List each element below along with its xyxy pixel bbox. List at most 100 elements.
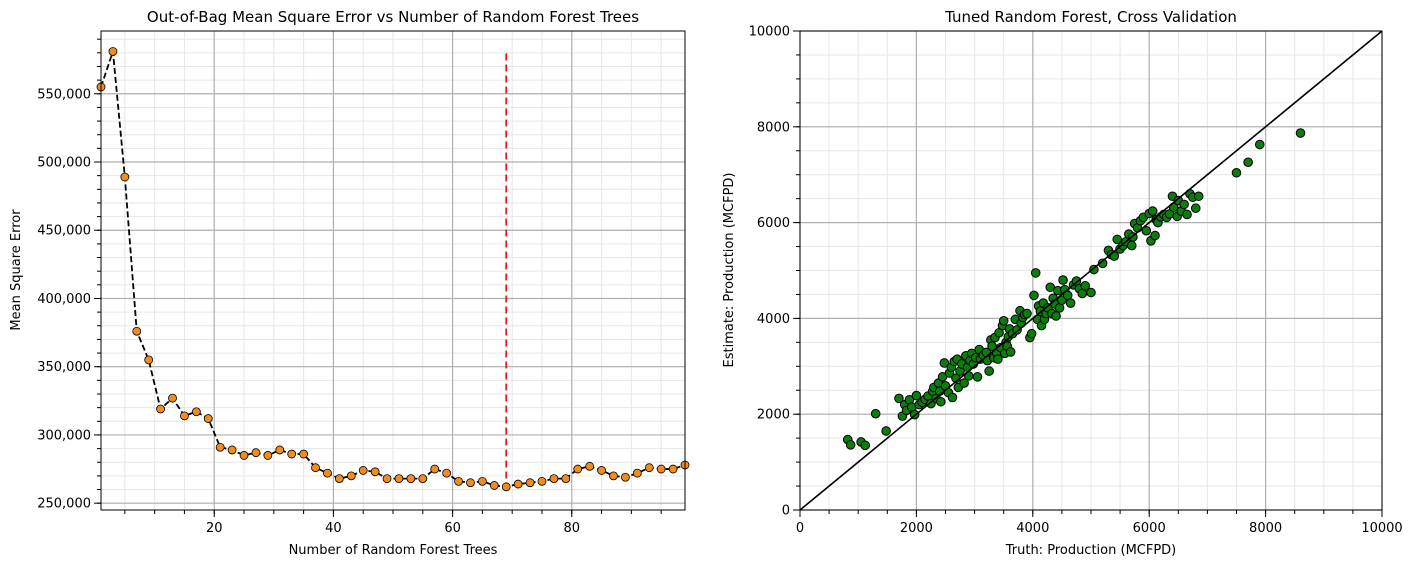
data-point: [1026, 328, 1037, 339]
data-point: [215, 442, 225, 452]
data-point: [1147, 206, 1158, 216]
x-tick-label: 8000: [1249, 521, 1282, 536]
data-point: [845, 440, 856, 450]
data-point: [191, 407, 201, 417]
data-point: [442, 468, 452, 478]
y-tick-label: 400,000: [37, 292, 91, 307]
data-point: [668, 464, 678, 474]
data-point: [239, 451, 249, 460]
y-tick-label: 450,000: [37, 224, 91, 239]
data-point: [1022, 308, 1032, 319]
y-tick-label: 300,000: [37, 428, 91, 443]
data-point: [489, 481, 499, 490]
data-point: [537, 476, 547, 486]
x-tick-label: 80: [564, 521, 581, 536]
data-point: [860, 440, 870, 451]
data-point: [947, 392, 958, 403]
x-tick-label: 4000: [1016, 521, 1049, 536]
data-point: [1190, 203, 1201, 214]
axes-frame: [799, 30, 1383, 511]
data-point: [585, 461, 595, 471]
data-point: [881, 426, 891, 436]
data-point: [1112, 234, 1122, 245]
data-point: [1065, 298, 1076, 308]
y-tick-label: 4000: [757, 312, 790, 327]
mse-points: [96, 47, 690, 492]
data-point: [287, 449, 297, 459]
cv-points: [842, 128, 1306, 451]
data-point: [573, 464, 583, 474]
data-point: [561, 474, 571, 484]
data-point: [959, 378, 969, 388]
data-point: [1141, 225, 1152, 236]
cross-validation-chart: Tuned Random Forest, Cross Validation Tr…: [722, 8, 1403, 558]
data-point: [984, 366, 994, 376]
data-point: [1051, 311, 1061, 321]
data-point: [597, 466, 606, 475]
y-tick-label: 10000: [749, 25, 790, 40]
data-point: [1126, 240, 1137, 251]
data-point: [1295, 128, 1306, 138]
y-tick-label: 8000: [757, 120, 790, 135]
data-point: [251, 448, 261, 458]
data-point: [609, 471, 618, 481]
data-point: [108, 47, 118, 56]
data-point: [346, 471, 356, 481]
x-axis-label: Truth: Production (MCFPD): [1005, 543, 1177, 558]
y-tick-label: 0: [782, 504, 790, 519]
data-point: [430, 464, 440, 474]
data-point: [156, 404, 165, 414]
data-point: [1030, 268, 1041, 278]
data-point: [394, 474, 404, 484]
y-tick-label: 2000: [757, 408, 790, 423]
data-point: [370, 467, 380, 477]
data-point: [513, 479, 523, 489]
data-point: [1182, 209, 1192, 220]
y-tick-label: 250,000: [37, 497, 91, 512]
data-point: [549, 474, 559, 484]
data-point: [454, 476, 463, 486]
data-point: [477, 476, 487, 486]
data-point: [263, 451, 273, 460]
data-point: [227, 445, 237, 455]
data-point: [334, 474, 344, 484]
data-point: [1080, 281, 1090, 291]
data-point: [323, 468, 332, 478]
data-point: [1254, 139, 1265, 150]
data-point: [939, 358, 950, 368]
data-point: [144, 355, 154, 365]
data-point: [1231, 167, 1242, 178]
identity-line: [799, 30, 1383, 511]
data-point: [525, 478, 535, 488]
data-point: [1150, 230, 1160, 241]
data-point: [311, 463, 320, 473]
data-point: [501, 482, 511, 492]
data-point: [621, 472, 630, 482]
data-point: [656, 464, 666, 474]
y-tick-label: 500,000: [37, 156, 91, 171]
data-point: [168, 393, 177, 403]
y-axis-label: Mean Square Error: [9, 209, 24, 331]
data-point: [1243, 157, 1253, 168]
data-point: [1005, 347, 1016, 357]
y-axis-label: Estimate: Production (MCFPD): [722, 173, 737, 368]
data-point: [406, 474, 416, 484]
x-axis-label: Number of Random Forest Trees: [289, 543, 498, 558]
x-tick-label: 0: [796, 521, 804, 536]
data-point: [132, 326, 142, 336]
grid: [101, 31, 685, 510]
data-point: [180, 411, 189, 421]
chart-title: Tuned Random Forest, Cross Validation: [944, 8, 1237, 26]
data-point: [1089, 264, 1099, 275]
data-point: [466, 478, 475, 488]
x-tick-label: 60: [444, 521, 461, 536]
data-point: [936, 396, 946, 407]
data-point: [275, 445, 285, 455]
data-point: [632, 468, 642, 478]
data-point: [1179, 199, 1189, 210]
data-point: [1193, 191, 1204, 202]
data-point: [911, 390, 922, 401]
x-tick-label: 10000: [1361, 521, 1402, 536]
x-tick-label: 40: [325, 521, 342, 536]
